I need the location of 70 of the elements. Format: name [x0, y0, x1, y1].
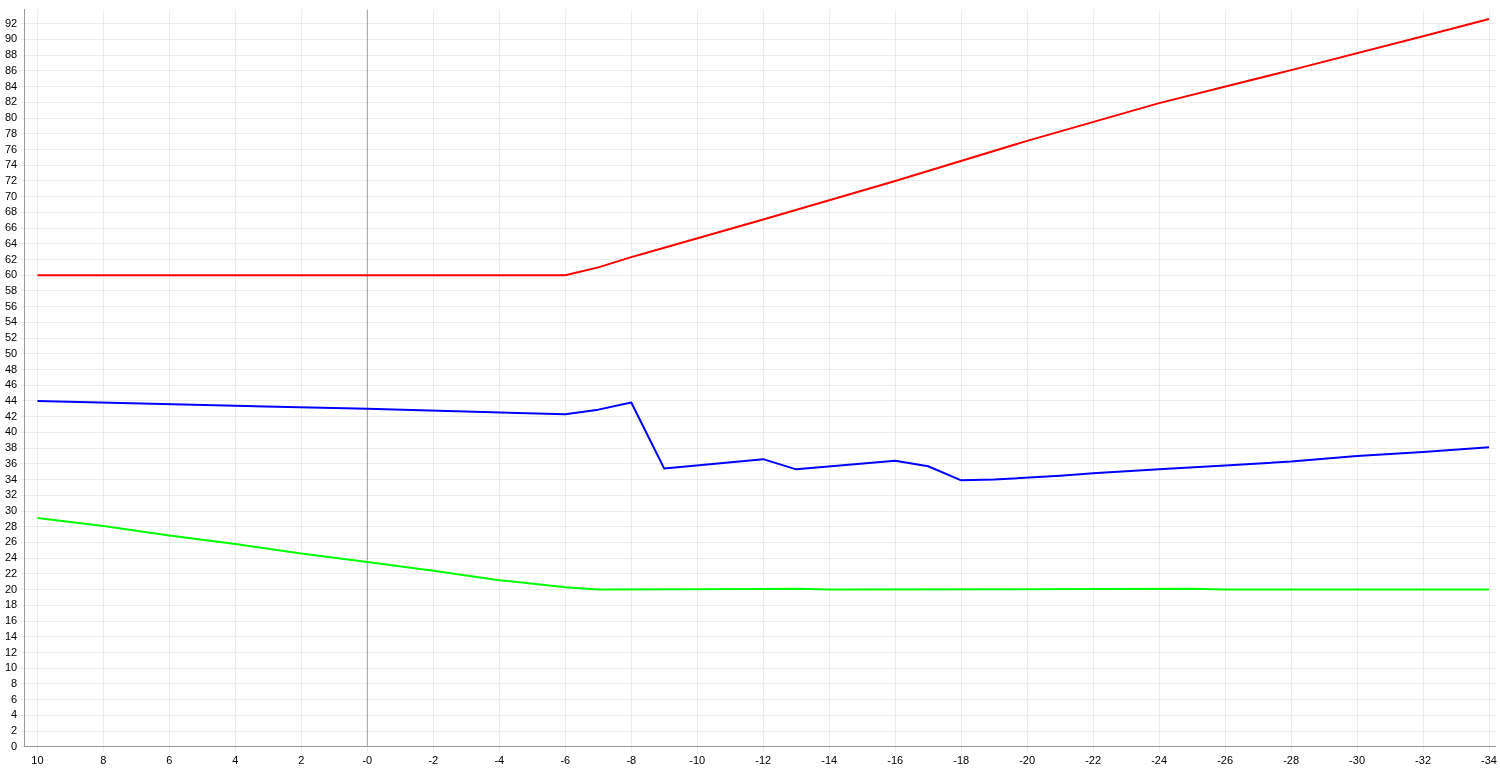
y-tick-label: 0: [11, 739, 18, 752]
y-tick-label: 44: [4, 394, 18, 407]
y-tick-label: 8: [11, 676, 18, 689]
y-tick-label: 70: [4, 189, 18, 202]
x-tick-label: -8: [626, 754, 637, 767]
y-tick-label: 50: [4, 346, 18, 359]
x-tick-label: -20: [1019, 754, 1036, 767]
y-tick-label: 62: [4, 252, 18, 265]
y-tick-label: 74: [4, 158, 18, 171]
y-tick-label: 68: [4, 205, 18, 218]
x-tick-label: 2: [298, 754, 305, 767]
y-tick-label: 38: [4, 441, 18, 454]
x-tick-label: 10: [31, 754, 44, 767]
x-tick-label: -2: [428, 754, 439, 767]
y-tick-label: 16: [4, 614, 18, 627]
x-tick-label: -12: [755, 754, 772, 767]
y-tick-label: 12: [4, 645, 18, 658]
x-tick-label: -22: [1085, 754, 1102, 767]
x-tick-label: -28: [1283, 754, 1300, 767]
y-tick-label: 30: [4, 504, 18, 517]
y-tick-label: 82: [4, 95, 18, 108]
y-tick-label: 66: [4, 221, 18, 234]
y-tick-label: 90: [4, 32, 18, 45]
y-tick-label: 34: [4, 472, 18, 485]
x-tick-label: -18: [953, 754, 970, 767]
y-tick-label: 64: [4, 236, 18, 249]
x-tick-label: -6: [560, 754, 571, 767]
y-tick-label: 26: [4, 535, 18, 548]
x-tick-label: 4: [232, 754, 239, 767]
x-tick-label: -0: [362, 754, 373, 767]
y-tick-label: 2: [11, 724, 18, 737]
y-tick-label: 88: [4, 48, 18, 61]
y-tick-label: 22: [4, 566, 18, 579]
y-tick-label: 72: [4, 173, 18, 186]
x-tick-label: 6: [166, 754, 173, 767]
y-tick-label: 52: [4, 331, 18, 344]
x-tick-label: -4: [494, 754, 505, 767]
y-tick-label: 42: [4, 409, 18, 422]
y-tick-label: 86: [4, 63, 18, 76]
y-tick-label: 80: [4, 111, 18, 124]
y-tick-label: 40: [4, 425, 18, 438]
x-tick-label: -26: [1217, 754, 1234, 767]
y-tick-label: 6: [11, 692, 18, 705]
y-tick-label: 24: [4, 551, 18, 564]
y-tick-label: 14: [4, 629, 18, 642]
y-tick-label: 10: [4, 661, 18, 674]
y-tick-label: 48: [4, 362, 18, 375]
y-tick-label: 28: [4, 519, 18, 532]
y-tick-label: 54: [4, 315, 18, 328]
x-tick-label: -14: [821, 754, 838, 767]
x-tick-label: -16: [887, 754, 904, 767]
x-tick-label: -24: [1151, 754, 1168, 767]
y-tick-label: 4: [11, 708, 18, 721]
y-tick-label: 56: [4, 299, 18, 312]
y-tick-label: 36: [4, 456, 18, 469]
y-tick-label: 84: [4, 79, 18, 92]
x-tick-label: -32: [1415, 754, 1431, 767]
y-tick-label: 78: [4, 126, 18, 139]
y-tick-label: 60: [4, 268, 18, 281]
y-tick-label: 58: [4, 283, 18, 296]
x-tick-label: 8: [100, 754, 107, 767]
y-tick-label: 76: [4, 142, 18, 155]
y-tick-label: 32: [4, 488, 18, 501]
y-tick-label: 46: [4, 378, 18, 391]
y-tick-label: 92: [4, 16, 18, 29]
x-tick-label: -30: [1349, 754, 1366, 767]
y-tick-label: 18: [4, 598, 18, 611]
x-tick-label: -10: [689, 754, 706, 767]
x-tick-label: -34: [1481, 754, 1497, 767]
y-tick-label: 20: [4, 582, 18, 595]
